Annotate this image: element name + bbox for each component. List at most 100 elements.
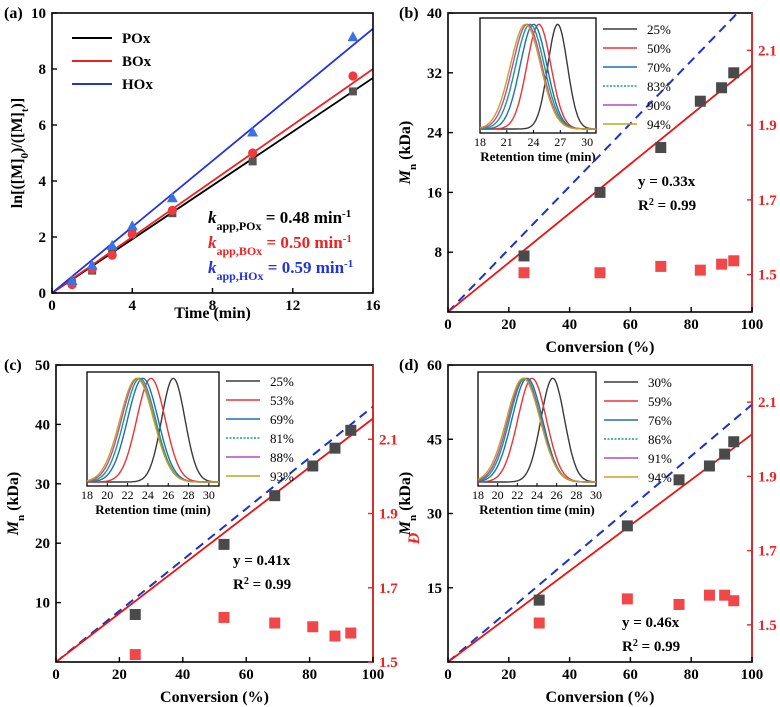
dispersity-data-point (728, 255, 740, 267)
x-tick-label: 100 (741, 317, 764, 333)
right-tick-label: 1.5 (379, 655, 398, 671)
x-tick-label: 80 (302, 667, 317, 683)
panel-label: (b) (399, 5, 419, 22)
inset-x-tick-label: 28 (183, 488, 195, 502)
mn-data-point (703, 460, 715, 472)
legend-label: 94% (647, 117, 671, 132)
y-tick-label: 40 (35, 417, 50, 433)
mn-data-point (329, 442, 341, 454)
dispersity-data-point (621, 593, 633, 605)
gpc-trace (87, 377, 220, 483)
legend-label: 53% (270, 393, 294, 408)
dispersity-data-point (716, 258, 728, 270)
theoretical-line (56, 405, 373, 662)
data-point-BOx (348, 71, 358, 81)
panel-label: (c) (4, 357, 22, 374)
y-tick-label: 40 (427, 6, 442, 22)
fit-line (448, 433, 752, 662)
y-tick-label: 20 (35, 536, 50, 552)
x-tick-label: 8 (209, 298, 217, 314)
inset-x-tick-label: 28 (570, 488, 582, 502)
x-tick-label: 0 (48, 298, 56, 314)
panel-a: (a) 0 4 8 12 16 0 2 4 6 8 10 Time (min) ln[([M]0)/([M… (4, 5, 381, 322)
x-tick-label: 20 (501, 317, 516, 333)
x-tick-label: 16 (366, 298, 382, 314)
inset-x-tick-label: 30 (203, 488, 215, 502)
legend-label: 25% (270, 374, 294, 389)
data-point-BOx (107, 250, 117, 260)
x-tick-label: 80 (684, 667, 699, 683)
legend-label: 94% (648, 470, 672, 485)
x-tick-label: 4 (129, 298, 137, 314)
x-tick-label: 60 (239, 667, 254, 683)
dispersity-data-point (129, 649, 141, 661)
fit-r-squared: R2 = 0.99 (622, 638, 680, 656)
mn-data-point (728, 67, 740, 79)
x-axis-label: Conversion (%) (546, 339, 655, 356)
panel-label: (d) (399, 357, 419, 374)
data-point-BOx (248, 148, 258, 158)
legend-label: POx (122, 31, 151, 47)
gpc-trace (479, 23, 596, 130)
legend-label: 91% (648, 451, 672, 466)
y-tick-label: 6 (39, 118, 47, 134)
x-tick-label: 20 (112, 667, 127, 683)
x-tick-label: 0 (444, 317, 452, 333)
inset-x-tick-label: 20 (101, 488, 113, 502)
y-axis-label: Mn (kDa) (5, 472, 27, 536)
x-axis-label: Conversion (%) (546, 689, 655, 706)
inset-x-tick-label: 22 (511, 488, 523, 502)
legend-label: 88% (270, 450, 294, 465)
inset-x-axis-label: Retention time (min) (480, 149, 596, 164)
dispersity-data-point (269, 617, 281, 629)
data-point-HOx (66, 274, 78, 285)
y-tick-label: 8 (39, 62, 47, 78)
x-tick-label: 12 (285, 298, 300, 314)
fit-equation: y = 0.41x (233, 553, 291, 569)
y-tick-label: 32 (427, 66, 442, 82)
inset-x-tick-label: 18 (472, 488, 484, 502)
inset-x-axis-label: Retention time (min) (479, 502, 595, 517)
inset-frame (86, 371, 220, 487)
legend-label: 69% (270, 412, 294, 427)
x-tick-label: 40 (562, 317, 577, 333)
mn-data-point (518, 250, 530, 262)
dispersity-data-point (218, 611, 230, 623)
dispersity-data-point (655, 260, 667, 272)
data-point-BOx (167, 205, 177, 215)
y-tick-label: 16 (427, 185, 443, 201)
y-tick-label: 10 (31, 6, 46, 22)
rate-constant-annotation: kapp,BOx = 0.50 min-1 (208, 233, 352, 258)
x-tick-label: 100 (362, 667, 385, 683)
data-point-POx (248, 157, 257, 166)
inset-x-tick-label: 20 (492, 488, 504, 502)
y-tick-label: 4 (39, 174, 47, 190)
inset-x-tick-label: 26 (551, 488, 563, 502)
dispersity-data-point (728, 595, 740, 607)
y-tick-label: 60 (427, 358, 442, 374)
inset-x-tick-label: 18 (81, 488, 93, 502)
inset-x-tick-label: 27 (554, 135, 566, 149)
mn-data-point (673, 474, 685, 486)
fit-line-BOx (52, 68, 373, 293)
x-tick-label: 0 (52, 667, 60, 683)
legend-label: 93% (270, 469, 294, 484)
x-tick-label: 40 (175, 667, 190, 683)
legend-label: 25% (647, 22, 671, 37)
y-tick-label: 15 (427, 581, 442, 597)
x-axis-label: Time (min) (174, 305, 251, 322)
mn-data-point (655, 142, 667, 154)
y-axis-label: ln[([M]0)/([M]t)] (9, 98, 31, 208)
dispersity-data-point (673, 598, 685, 610)
dispersity-data-point (594, 267, 606, 279)
mn-data-point (716, 82, 728, 94)
panel-label: (a) (4, 5, 23, 22)
theoretical-line (448, 13, 739, 312)
fit-equation: y = 0.46x (622, 615, 680, 631)
mn-data-point (533, 594, 545, 606)
inset-x-tick-label: 21 (501, 135, 513, 149)
mn-data-point (307, 460, 319, 472)
inset-x-tick-label: 18 (474, 135, 486, 149)
